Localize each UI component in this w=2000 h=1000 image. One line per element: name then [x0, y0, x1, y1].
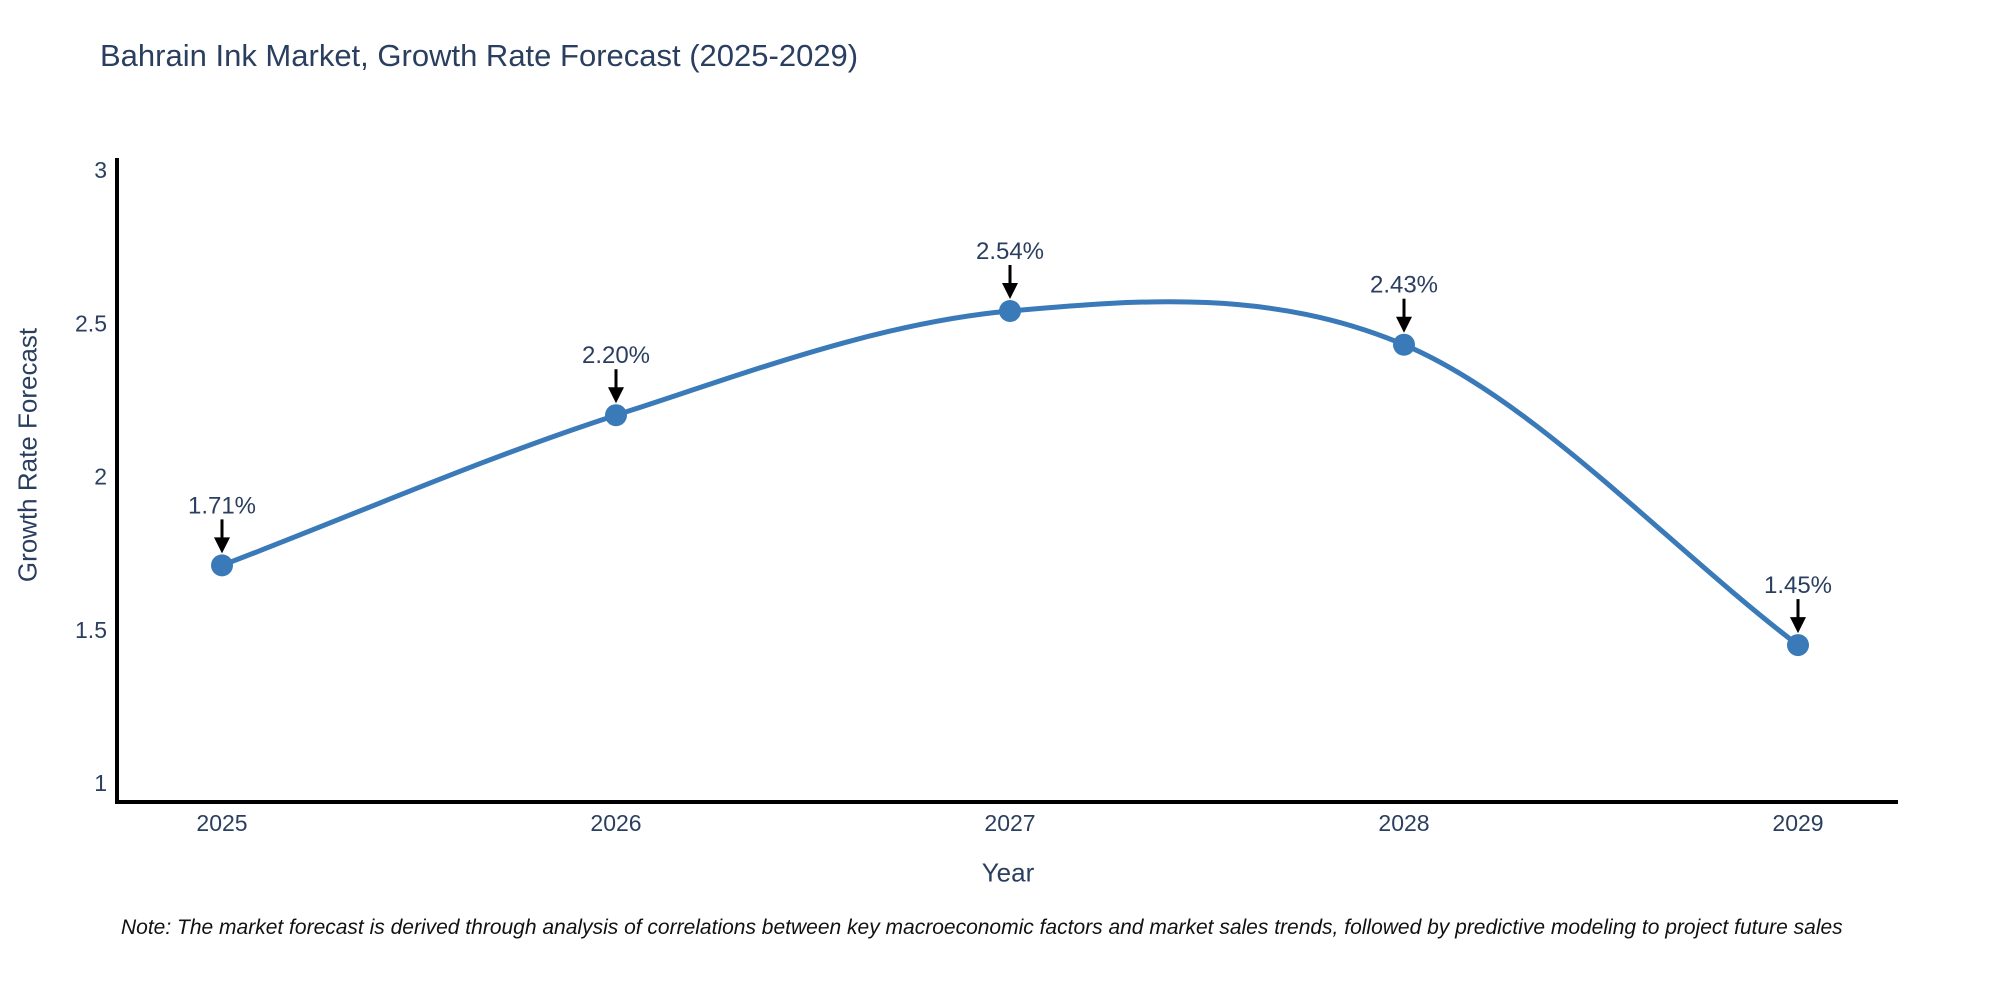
- footnote: Note: The market forecast is derived thr…: [121, 916, 1843, 939]
- data-point-label: 1.71%: [188, 492, 256, 519]
- data-point-label: 2.54%: [976, 238, 1044, 265]
- x-axis-title: Year: [981, 857, 1035, 888]
- data-point-marker: [1787, 634, 1809, 657]
- x-tick-label: 2026: [590, 810, 641, 836]
- y-tick-label: 1: [94, 770, 107, 796]
- y-tick-label: 2: [94, 464, 107, 490]
- chart-title: Bahrain Ink Market, Growth Rate Forecast…: [100, 38, 859, 73]
- data-point-marker: [1393, 333, 1415, 356]
- data-point-label: 2.43%: [1370, 272, 1438, 299]
- x-tick-label: 2028: [1378, 810, 1429, 836]
- y-tick-label: 1.5: [75, 617, 107, 643]
- annotation-arrow-head: [608, 387, 624, 404]
- x-tick-label: 2029: [1772, 810, 1823, 836]
- annotation-arrow-head: [1002, 282, 1018, 299]
- data-point-marker: [999, 299, 1021, 322]
- growth-rate-line: [219, 299, 1801, 648]
- x-tick-label: 2025: [196, 810, 247, 836]
- annotation-arrow-head: [1790, 617, 1806, 634]
- x-tick-label: 2027: [984, 810, 1035, 836]
- y-axis-title: Growth Rate Forecast: [12, 327, 43, 583]
- y-tick-label: 2.5: [75, 310, 107, 336]
- y-tick-label: 3: [94, 157, 107, 183]
- data-point-label: 2.20%: [582, 342, 650, 369]
- annotation-arrow-head: [214, 537, 230, 554]
- data-point-marker: [211, 554, 233, 577]
- annotation-arrow-head: [1396, 316, 1412, 333]
- data-point-marker: [605, 404, 627, 427]
- data-point-label: 1.45%: [1764, 572, 1832, 599]
